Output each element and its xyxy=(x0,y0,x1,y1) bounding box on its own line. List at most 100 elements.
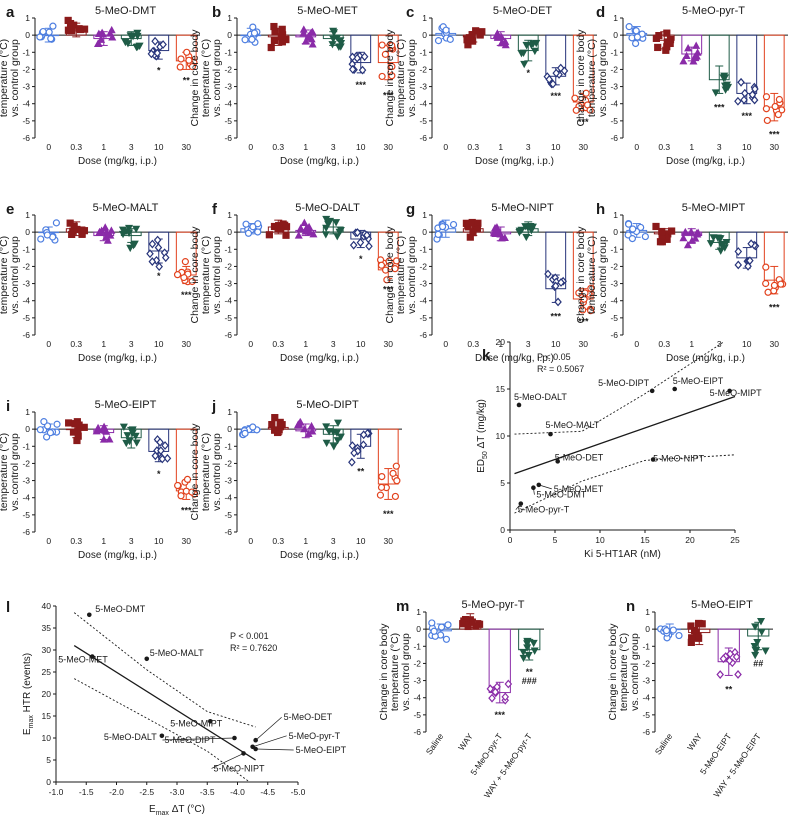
y-tick-label: 0 xyxy=(422,30,427,40)
x-axis-label: Dose (mg/kg, i.p.) xyxy=(280,550,359,561)
y-axis-label-line: vs. control group xyxy=(597,39,609,117)
x-tick-label: 0.3 xyxy=(272,339,284,349)
data-point xyxy=(49,22,57,30)
data-point xyxy=(348,441,357,451)
x-tick-label: -3.0 xyxy=(170,787,185,797)
y-axis-label: Change in core bodytemperature (°C)vs. c… xyxy=(189,423,223,521)
data-point xyxy=(126,32,135,40)
x-tick-label: 30 xyxy=(182,339,192,349)
point-label: 5-MeO-DET xyxy=(284,712,333,722)
y-tick-label: 15 xyxy=(42,711,52,721)
data-point xyxy=(159,733,165,739)
data-point xyxy=(527,227,536,235)
y-axis-label-line: Change in core body xyxy=(189,423,201,521)
data-point xyxy=(625,23,633,31)
y-axis-label-line: temperature (°C) xyxy=(200,433,212,511)
data-point xyxy=(497,234,506,242)
significance-marker: *** xyxy=(769,303,780,313)
y-axis-label: Change in core bodytemperature (°C)vs. c… xyxy=(607,623,641,721)
y-axis-label: ED50 ΔT (mg/kg) xyxy=(476,399,489,473)
y-tick-label: -5 xyxy=(22,313,30,323)
y-axis-label: Change in core bodytemperature (°C)vs. c… xyxy=(0,226,21,324)
data-point xyxy=(36,33,44,41)
data-point xyxy=(719,654,728,664)
data-point xyxy=(183,475,192,483)
data-point xyxy=(329,35,338,44)
y-axis-label-line: temperature (°C) xyxy=(389,633,401,711)
y-tick-label: -6 xyxy=(22,527,30,537)
y-tick-label: -6 xyxy=(413,727,421,737)
data-point xyxy=(392,462,400,470)
point-label: 5-MeO-MALT xyxy=(150,648,204,658)
data-point xyxy=(329,27,338,36)
data-point xyxy=(716,670,724,679)
y-tick-label: -6 xyxy=(224,330,232,340)
y-tick-label: -4 xyxy=(419,296,427,306)
data-point xyxy=(747,239,755,249)
point-label: 5-MeO-NIPT xyxy=(653,454,705,464)
y-tick-label: -6 xyxy=(22,330,30,340)
y-axis-label-line: Change in core body xyxy=(189,226,201,324)
x-tick-label: 0 xyxy=(634,142,639,152)
data-point xyxy=(637,223,645,232)
data-point xyxy=(185,56,193,64)
label-leader-line xyxy=(162,737,235,741)
data-point xyxy=(94,423,103,432)
data-point xyxy=(649,388,655,394)
y-axis-label-line: temperature (°C) xyxy=(586,39,598,117)
data-point xyxy=(725,656,734,665)
data-point xyxy=(444,621,452,629)
data-point xyxy=(449,220,458,229)
y-tick-label: 5 xyxy=(46,755,51,765)
data-point xyxy=(716,235,725,243)
x-tick-label: 30 xyxy=(384,142,394,152)
data-point xyxy=(632,39,640,48)
y-axis-label-line: vs. control group xyxy=(9,433,21,511)
x-tick-label: 0.3 xyxy=(658,142,670,152)
significance-marker: *** xyxy=(181,290,192,300)
data-point xyxy=(177,55,185,63)
data-point xyxy=(328,41,337,49)
data-point xyxy=(624,220,633,228)
data-point xyxy=(501,37,510,45)
data-point xyxy=(654,43,662,52)
significance-marker: * xyxy=(526,68,530,78)
significance-marker: ** xyxy=(526,667,534,677)
y-tick-label: 0 xyxy=(25,30,30,40)
point-label: 5-MeO-DMT xyxy=(536,490,586,500)
y-tick-label: 1 xyxy=(227,407,232,417)
y-tick-label: 0 xyxy=(500,525,505,535)
x-tick-label: 0 xyxy=(248,339,253,349)
x-tick-label: -2.5 xyxy=(139,787,154,797)
data-point xyxy=(488,693,496,703)
data-point xyxy=(122,439,131,448)
y-tick-label: -3 xyxy=(22,279,30,289)
x-tick-label: 30 xyxy=(770,339,780,349)
y-axis-label-line: temperature (°C) xyxy=(586,236,598,314)
data-point xyxy=(348,52,357,62)
y-axis-label: Change in core bodytemperature (°C)vs. c… xyxy=(575,226,609,324)
data-point xyxy=(391,492,399,501)
data-point xyxy=(97,35,106,43)
data-point xyxy=(102,228,111,236)
data-point xyxy=(516,402,522,408)
significance-marker: *** xyxy=(578,316,589,326)
y-axis-label-line: temperature (°C) xyxy=(200,39,212,117)
data-point xyxy=(333,437,342,445)
data-point xyxy=(181,258,189,266)
data-point xyxy=(378,41,386,49)
data-point xyxy=(476,31,484,39)
y-tick-label: -4 xyxy=(610,99,618,109)
x-axis-label: Dose (mg/kg, i.p.) xyxy=(280,156,359,167)
data-point xyxy=(675,631,683,640)
data-point xyxy=(363,230,371,240)
panel-title-c: 5-MeO-DET xyxy=(493,5,553,17)
x-tick-label: -1.5 xyxy=(79,787,94,797)
x-axis-label-main: E xyxy=(149,804,156,815)
y-tick-label: -1 xyxy=(224,441,232,451)
significance-marker: *** xyxy=(769,130,780,140)
data-point xyxy=(123,432,132,440)
